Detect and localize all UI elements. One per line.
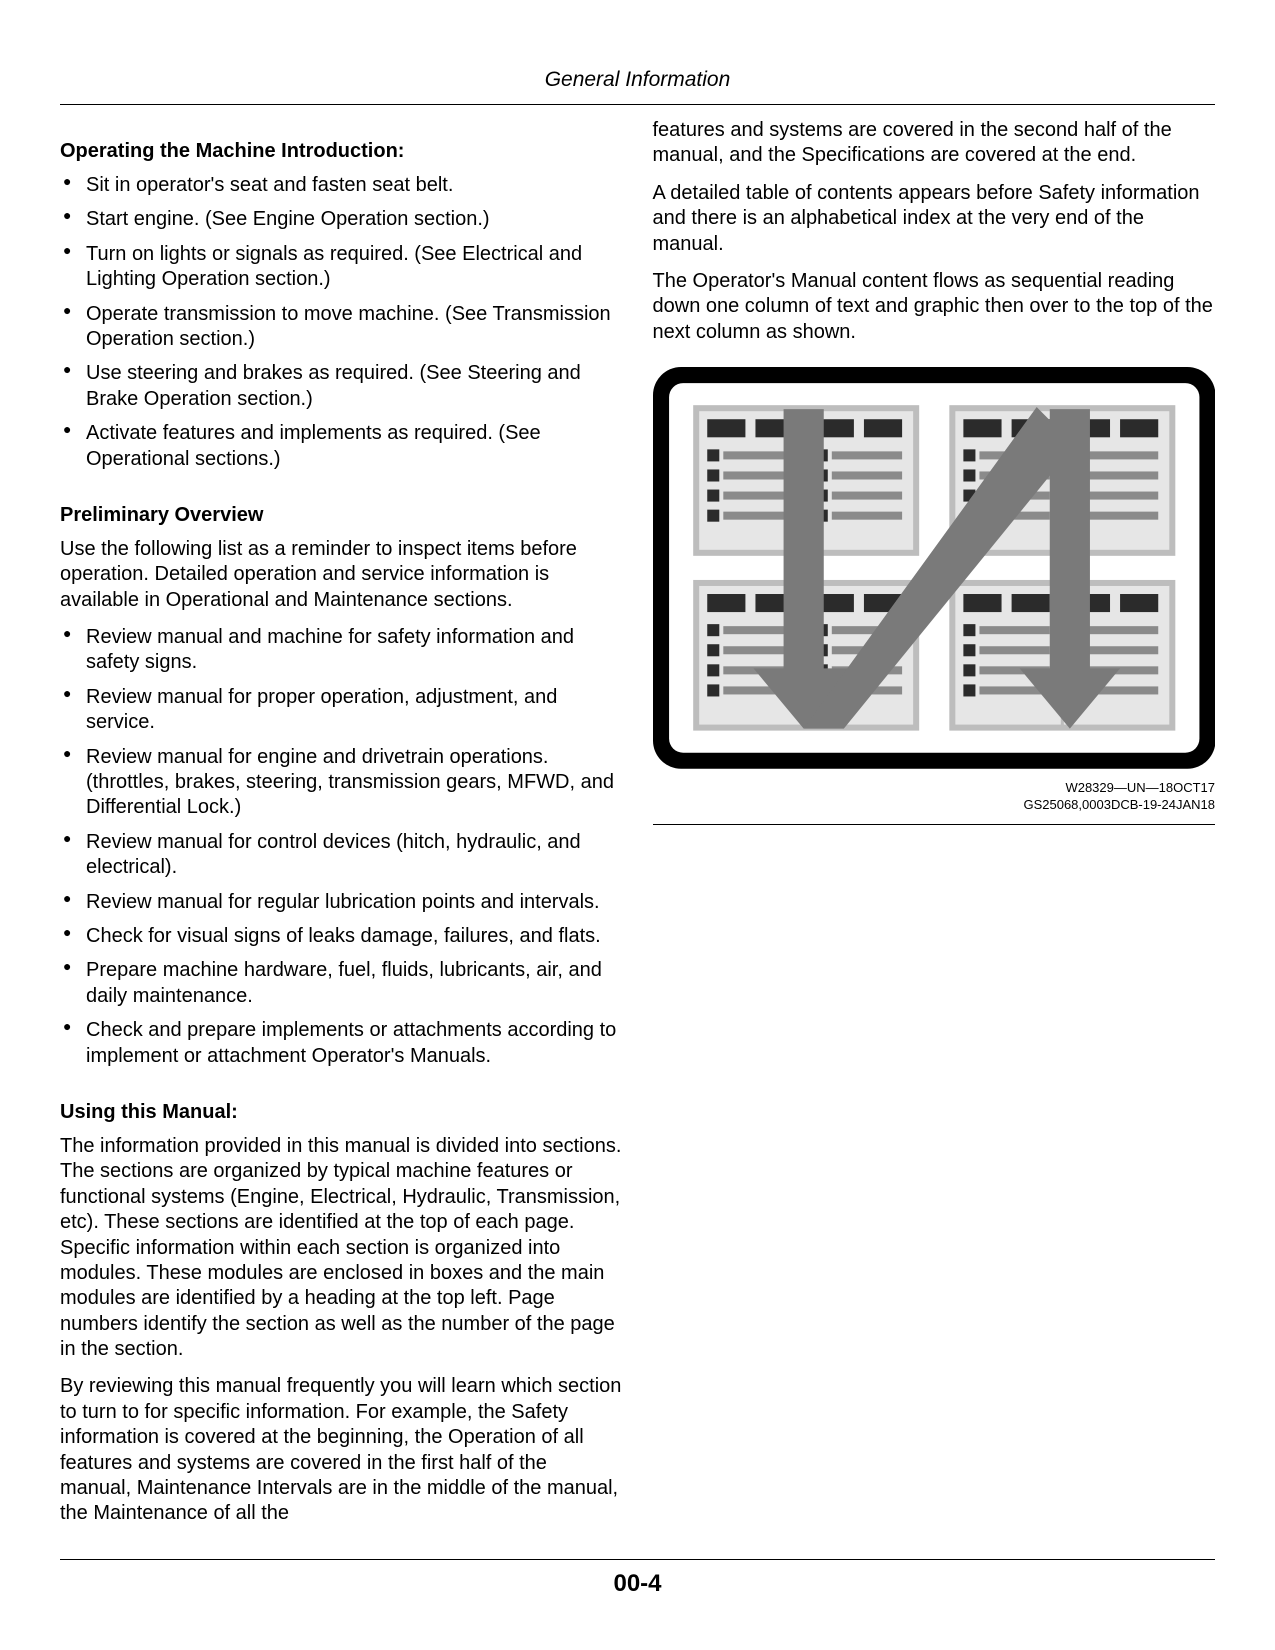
list-item: Prepare machine hardware, fuel, fluids, …	[60, 958, 623, 1009]
list-item: Check for visual signs of leaks damage, …	[60, 924, 623, 949]
para-right-3: The Operator's Manual content flows as s…	[653, 269, 1216, 345]
figure-caption-line1: W28329—UN—18OCT17	[1065, 780, 1215, 795]
list-item: Review manual and machine for safety inf…	[60, 625, 623, 676]
list-item: Activate features and implements as requ…	[60, 421, 623, 472]
page-header: General Information	[60, 68, 1215, 105]
list-item: Check and prepare implements or attachme…	[60, 1018, 623, 1069]
list-item: Use steering and brakes as required. (Se…	[60, 361, 623, 412]
page-number: 00-4	[613, 1570, 661, 1597]
list-item: Sit in operator's seat and fasten seat b…	[60, 173, 623, 198]
para-preliminary-intro: Use the following list as a reminder to …	[60, 537, 623, 613]
heading-preliminary-overview: Preliminary Overview	[60, 504, 623, 527]
list-item: Operate transmission to move machine. (S…	[60, 302, 623, 353]
content-area: Operating the Machine Introduction: Sit …	[60, 118, 1215, 1539]
reading-flow-diagram-icon	[653, 367, 1216, 769]
heading-operating-machine: Operating the Machine Introduction:	[60, 140, 623, 163]
figure-caption-line2: GS25068,0003DCB-19-24JAN18	[1023, 797, 1215, 812]
list-item: Review manual for regular lubrication po…	[60, 890, 623, 915]
para-right-1: features and systems are covered in the …	[653, 118, 1216, 169]
list-item: Review manual for control devices (hitch…	[60, 830, 623, 881]
para-using-manual-1: The information provided in this manual …	[60, 1134, 623, 1363]
list-item: Start engine. (See Engine Operation sect…	[60, 207, 623, 232]
page-header-title: General Information	[545, 68, 731, 91]
reading-flow-figure: W28329—UN—18OCT17 GS25068,0003DCB-19-24J…	[653, 367, 1216, 825]
para-using-manual-2: By reviewing this manual frequently you …	[60, 1374, 623, 1526]
list-operating-machine: Sit in operator's seat and fasten seat b…	[60, 173, 623, 472]
para-right-2: A detailed table of contents appears bef…	[653, 181, 1216, 257]
list-item: Turn on lights or signals as required. (…	[60, 242, 623, 293]
heading-using-manual: Using this Manual:	[60, 1101, 623, 1124]
list-item: Review manual for engine and drivetrain …	[60, 745, 623, 821]
right-column: features and systems are covered in the …	[653, 118, 1216, 1539]
list-item: Review manual for proper operation, adju…	[60, 685, 623, 736]
list-preliminary: Review manual and machine for safety inf…	[60, 625, 623, 1069]
page-footer: 00-4	[60, 1559, 1215, 1598]
left-column: Operating the Machine Introduction: Sit …	[60, 118, 623, 1539]
figure-caption: W28329—UN—18OCT17 GS25068,0003DCB-19-24J…	[653, 780, 1216, 825]
